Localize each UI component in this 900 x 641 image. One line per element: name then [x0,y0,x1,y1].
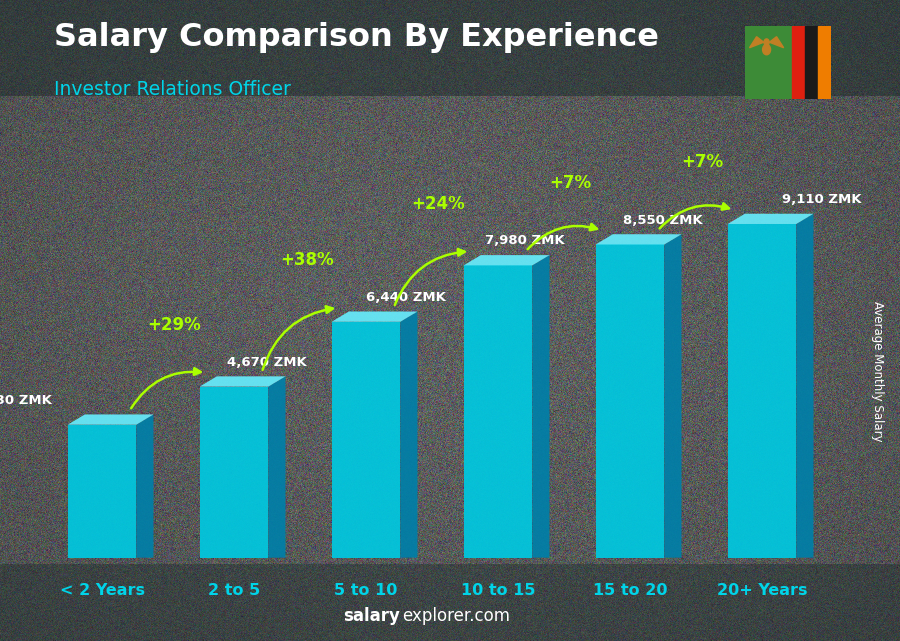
Polygon shape [796,213,814,558]
Polygon shape [532,255,550,558]
Text: < 2 Years: < 2 Years [59,583,145,597]
Text: 3,630 ZMK: 3,630 ZMK [0,394,52,407]
Text: explorer.com: explorer.com [402,607,510,625]
Polygon shape [136,415,154,558]
Polygon shape [596,244,664,558]
Polygon shape [332,322,400,558]
Bar [805,26,818,99]
Polygon shape [464,255,550,265]
Circle shape [764,39,770,46]
Text: +29%: +29% [148,316,202,334]
Polygon shape [664,234,681,558]
Polygon shape [728,224,796,558]
Text: 2 to 5: 2 to 5 [208,583,260,597]
Polygon shape [268,376,285,558]
Bar [792,26,805,99]
Text: 15 to 20: 15 to 20 [593,583,667,597]
Polygon shape [68,415,154,425]
Polygon shape [770,37,784,48]
Polygon shape [332,312,418,322]
Text: +38%: +38% [280,251,333,269]
Polygon shape [464,265,532,558]
Text: 6,440 ZMK: 6,440 ZMK [366,291,446,304]
Text: 9,110 ZMK: 9,110 ZMK [782,193,861,206]
Polygon shape [200,387,268,558]
Text: 7,980 ZMK: 7,980 ZMK [485,235,564,247]
Circle shape [762,44,770,54]
Polygon shape [750,37,764,48]
Text: 5 to 10: 5 to 10 [334,583,398,597]
Polygon shape [200,376,285,387]
Polygon shape [400,312,418,558]
Text: Investor Relations Officer: Investor Relations Officer [54,80,291,99]
Text: 8,550 ZMK: 8,550 ZMK [624,213,703,226]
Bar [818,26,831,99]
Text: +24%: +24% [411,195,465,213]
Text: salary: salary [344,607,400,625]
Text: 20+ Years: 20+ Years [716,583,807,597]
Text: Salary Comparison By Experience: Salary Comparison By Experience [54,22,659,53]
Polygon shape [68,425,136,558]
Text: +7%: +7% [681,153,724,171]
Text: 10 to 15: 10 to 15 [461,583,536,597]
Text: Average Monthly Salary: Average Monthly Salary [871,301,884,442]
Text: +7%: +7% [550,174,591,192]
Text: 4,670 ZMK: 4,670 ZMK [228,356,307,369]
Polygon shape [596,234,681,244]
Polygon shape [728,213,814,224]
